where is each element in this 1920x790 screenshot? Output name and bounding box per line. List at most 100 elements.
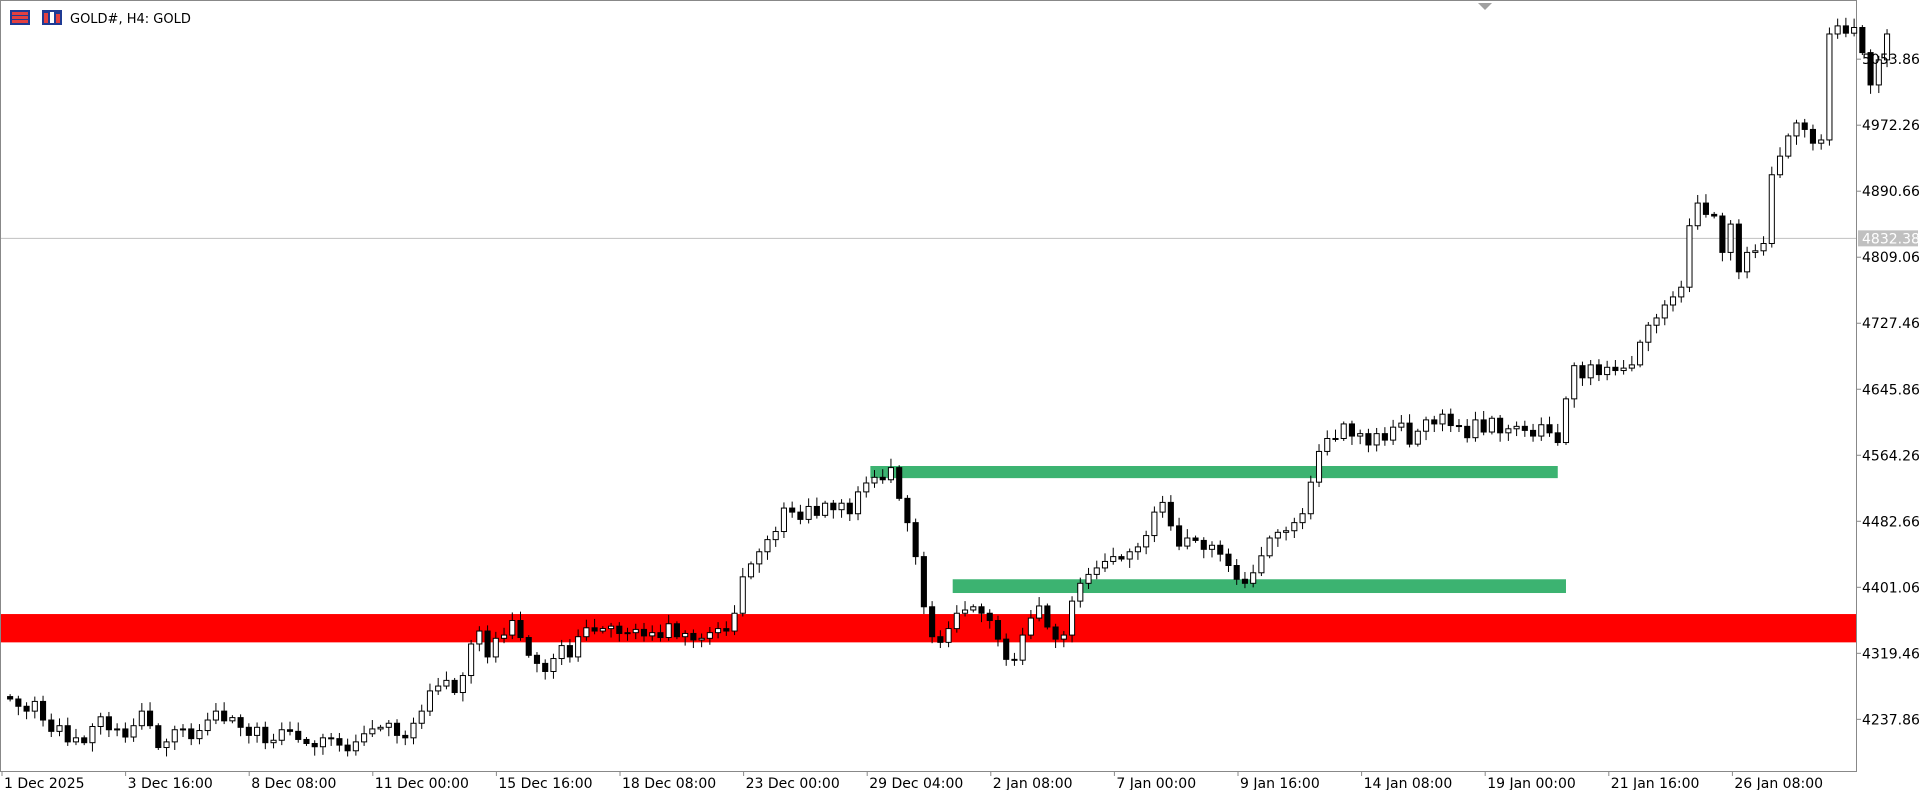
x-tick-label: 9 Jan 16:00	[1240, 776, 1320, 790]
candle-body	[994, 620, 1002, 640]
candle-body	[1875, 59, 1882, 86]
candle-body	[1694, 202, 1701, 227]
candle-body	[1497, 417, 1504, 434]
candle-body	[1315, 450, 1323, 483]
candle-body	[1044, 605, 1051, 628]
candle-body	[1801, 122, 1808, 130]
candle-body	[1867, 52, 1874, 86]
candle-body	[171, 729, 178, 743]
candle-body	[797, 511, 804, 520]
candle-body	[1554, 432, 1561, 444]
candle	[887, 458, 895, 483]
indicator-list-icon[interactable]	[10, 10, 30, 25]
candle	[1620, 360, 1627, 375]
candle	[1340, 421, 1347, 441]
candle	[1612, 360, 1619, 376]
candle	[1365, 428, 1372, 453]
candle	[1011, 652, 1018, 666]
candle-body	[459, 675, 466, 694]
x-tick-label: 23 Dec 00:00	[746, 776, 840, 790]
candle-body	[245, 726, 252, 736]
candle-body	[352, 741, 359, 752]
candle	[1200, 537, 1207, 559]
candle-body	[698, 637, 705, 641]
candle	[640, 622, 648, 642]
candle	[1085, 567, 1092, 589]
candle-body	[48, 719, 55, 732]
candle	[1661, 300, 1668, 326]
candle	[155, 723, 162, 750]
candle	[81, 735, 88, 746]
candle-body	[1217, 544, 1224, 555]
candle	[805, 498, 812, 524]
candle-body	[1241, 578, 1248, 584]
candle	[451, 677, 458, 695]
candle-body	[599, 628, 606, 632]
candle-body	[377, 726, 384, 730]
candle-body	[361, 733, 368, 743]
candle-body	[188, 728, 195, 740]
candle-body	[1579, 365, 1586, 379]
candle	[344, 738, 351, 757]
candle	[970, 604, 977, 613]
one-click-trading-icon[interactable]	[42, 10, 62, 25]
zones-layer	[1, 465, 1856, 643]
candle-body	[56, 725, 63, 732]
candle	[369, 720, 376, 738]
candle	[896, 465, 903, 501]
candle	[953, 605, 960, 633]
candle	[1686, 218, 1693, 293]
candle	[1283, 526, 1290, 541]
y-tick-label: 4972.26	[1862, 118, 1920, 134]
candle	[319, 733, 326, 755]
candle	[1785, 133, 1792, 159]
candle	[912, 518, 919, 565]
candle-body	[566, 645, 573, 658]
candle-body	[1686, 225, 1693, 288]
candle-body	[426, 690, 434, 712]
candle-body	[1480, 419, 1487, 433]
candle-body	[1604, 366, 1611, 376]
chart-shift-marker-icon[interactable]	[1478, 3, 1492, 10]
candle	[1101, 553, 1109, 572]
candle	[608, 622, 615, 638]
candle-body	[1258, 555, 1265, 574]
candle-body	[1250, 572, 1257, 584]
candle-body	[624, 632, 631, 635]
candle	[1167, 495, 1174, 531]
candle	[254, 722, 261, 743]
candle	[1381, 427, 1388, 446]
candle-body	[1266, 537, 1273, 557]
resistance-zone-lower	[952, 579, 1566, 594]
candle	[657, 624, 664, 642]
candle-body	[1027, 617, 1034, 636]
candle	[1801, 118, 1808, 138]
candle-body	[393, 722, 401, 736]
candle	[295, 722, 302, 743]
y-tick-label: 4237.86	[1862, 712, 1920, 728]
candle-body	[1538, 424, 1545, 437]
candle-body	[1307, 481, 1314, 515]
candle	[1637, 339, 1644, 368]
candle-body	[1455, 425, 1463, 428]
candle-body	[72, 737, 80, 743]
candle	[1266, 535, 1273, 559]
candle-body	[1069, 600, 1076, 636]
candle-body	[1513, 425, 1520, 430]
candle-body	[1859, 27, 1866, 54]
candle-body	[896, 467, 903, 499]
candle	[879, 469, 886, 484]
candle	[509, 612, 516, 640]
candle	[797, 504, 804, 525]
candle-body	[336, 738, 343, 746]
candle-body	[196, 730, 203, 740]
candle-body	[533, 654, 541, 664]
candle	[723, 621, 730, 636]
current-price-label: 4832.38	[1862, 231, 1920, 247]
candle-body	[1752, 250, 1759, 253]
candle	[31, 696, 38, 719]
candle	[1307, 475, 1314, 520]
candle	[1513, 421, 1520, 437]
